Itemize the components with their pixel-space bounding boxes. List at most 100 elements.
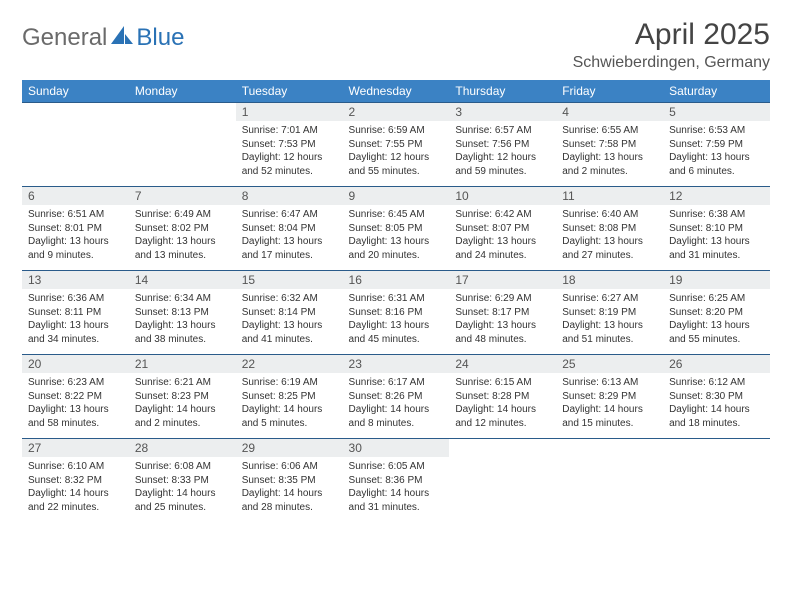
calendar-body: 1Sunrise: 7:01 AMSunset: 7:53 PMDaylight… [22, 102, 770, 522]
calendar-cell: 29Sunrise: 6:06 AMSunset: 8:35 PMDayligh… [236, 438, 343, 522]
day-number: 10 [449, 186, 556, 205]
calendar-cell: 2Sunrise: 6:59 AMSunset: 7:55 PMDaylight… [343, 102, 450, 186]
day-number: 23 [343, 354, 450, 373]
calendar-cell: 4Sunrise: 6:55 AMSunset: 7:58 PMDaylight… [556, 102, 663, 186]
day-content: Sunrise: 6:23 AMSunset: 8:22 PMDaylight:… [22, 373, 129, 438]
calendar-cell: 15Sunrise: 6:32 AMSunset: 8:14 PMDayligh… [236, 270, 343, 354]
day-number: 29 [236, 438, 343, 457]
weekday-header: Wednesday [343, 80, 450, 102]
weekday-header: Tuesday [236, 80, 343, 102]
day-content [22, 121, 129, 179]
calendar-cell: 28Sunrise: 6:08 AMSunset: 8:33 PMDayligh… [129, 438, 236, 522]
calendar-cell: 16Sunrise: 6:31 AMSunset: 8:16 PMDayligh… [343, 270, 450, 354]
day-number: 30 [343, 438, 450, 457]
day-number: 8 [236, 186, 343, 205]
day-number: 20 [22, 354, 129, 373]
day-content: Sunrise: 6:05 AMSunset: 8:36 PMDaylight:… [343, 457, 450, 522]
day-content: Sunrise: 6:55 AMSunset: 7:58 PMDaylight:… [556, 121, 663, 186]
calendar-cell: 27Sunrise: 6:10 AMSunset: 8:32 PMDayligh… [22, 438, 129, 522]
calendar-cell-empty [663, 438, 770, 522]
calendar-row: 27Sunrise: 6:10 AMSunset: 8:32 PMDayligh… [22, 438, 770, 522]
calendar-cell: 10Sunrise: 6:42 AMSunset: 8:07 PMDayligh… [449, 186, 556, 270]
day-content [129, 121, 236, 179]
day-content: Sunrise: 6:51 AMSunset: 8:01 PMDaylight:… [22, 205, 129, 270]
calendar-header-row: SundayMondayTuesdayWednesdayThursdayFrid… [22, 80, 770, 102]
calendar-row: 20Sunrise: 6:23 AMSunset: 8:22 PMDayligh… [22, 354, 770, 438]
day-content: Sunrise: 6:40 AMSunset: 8:08 PMDaylight:… [556, 205, 663, 270]
calendar-cell: 3Sunrise: 6:57 AMSunset: 7:56 PMDaylight… [449, 102, 556, 186]
header: General Blue April 2025 Schwieberdingen,… [22, 18, 770, 72]
calendar-cell: 13Sunrise: 6:36 AMSunset: 8:11 PMDayligh… [22, 270, 129, 354]
calendar-cell: 25Sunrise: 6:13 AMSunset: 8:29 PMDayligh… [556, 354, 663, 438]
day-number [129, 102, 236, 121]
day-content: Sunrise: 6:10 AMSunset: 8:32 PMDaylight:… [22, 457, 129, 522]
day-content: Sunrise: 6:47 AMSunset: 8:04 PMDaylight:… [236, 205, 343, 270]
day-content: Sunrise: 6:31 AMSunset: 8:16 PMDaylight:… [343, 289, 450, 354]
month-title: April 2025 [573, 18, 770, 52]
day-content: Sunrise: 6:42 AMSunset: 8:07 PMDaylight:… [449, 205, 556, 270]
calendar-cell: 24Sunrise: 6:15 AMSunset: 8:28 PMDayligh… [449, 354, 556, 438]
day-content: Sunrise: 6:25 AMSunset: 8:20 PMDaylight:… [663, 289, 770, 354]
logo: General Blue [22, 24, 184, 52]
day-number [556, 438, 663, 457]
day-number: 17 [449, 270, 556, 289]
day-content [556, 457, 663, 515]
day-content: Sunrise: 6:17 AMSunset: 8:26 PMDaylight:… [343, 373, 450, 438]
calendar-cell-empty [556, 438, 663, 522]
day-number: 24 [449, 354, 556, 373]
day-number: 13 [22, 270, 129, 289]
calendar-cell: 23Sunrise: 6:17 AMSunset: 8:26 PMDayligh… [343, 354, 450, 438]
day-number: 2 [343, 102, 450, 121]
logo-text-general: General [22, 24, 107, 52]
day-number: 21 [129, 354, 236, 373]
day-number: 16 [343, 270, 450, 289]
day-number [663, 438, 770, 457]
day-number: 22 [236, 354, 343, 373]
location-label: Schwieberdingen, Germany [573, 54, 770, 72]
day-content: Sunrise: 6:49 AMSunset: 8:02 PMDaylight:… [129, 205, 236, 270]
day-number: 28 [129, 438, 236, 457]
day-content: Sunrise: 6:38 AMSunset: 8:10 PMDaylight:… [663, 205, 770, 270]
day-number: 18 [556, 270, 663, 289]
title-block: April 2025 Schwieberdingen, Germany [573, 18, 770, 72]
calendar-cell-empty [129, 102, 236, 186]
day-number: 1 [236, 102, 343, 121]
calendar-row: 13Sunrise: 6:36 AMSunset: 8:11 PMDayligh… [22, 270, 770, 354]
day-content: Sunrise: 6:08 AMSunset: 8:33 PMDaylight:… [129, 457, 236, 522]
day-number: 9 [343, 186, 450, 205]
calendar-cell: 12Sunrise: 6:38 AMSunset: 8:10 PMDayligh… [663, 186, 770, 270]
day-content: Sunrise: 6:53 AMSunset: 7:59 PMDaylight:… [663, 121, 770, 186]
calendar-cell: 11Sunrise: 6:40 AMSunset: 8:08 PMDayligh… [556, 186, 663, 270]
day-content: Sunrise: 6:57 AMSunset: 7:56 PMDaylight:… [449, 121, 556, 186]
day-content: Sunrise: 6:36 AMSunset: 8:11 PMDaylight:… [22, 289, 129, 354]
day-content: Sunrise: 6:32 AMSunset: 8:14 PMDaylight:… [236, 289, 343, 354]
day-content: Sunrise: 6:21 AMSunset: 8:23 PMDaylight:… [129, 373, 236, 438]
calendar-cell: 5Sunrise: 6:53 AMSunset: 7:59 PMDaylight… [663, 102, 770, 186]
day-content: Sunrise: 7:01 AMSunset: 7:53 PMDaylight:… [236, 121, 343, 186]
weekday-header: Monday [129, 80, 236, 102]
calendar-cell: 18Sunrise: 6:27 AMSunset: 8:19 PMDayligh… [556, 270, 663, 354]
calendar-cell: 8Sunrise: 6:47 AMSunset: 8:04 PMDaylight… [236, 186, 343, 270]
day-number [449, 438, 556, 457]
calendar-cell: 14Sunrise: 6:34 AMSunset: 8:13 PMDayligh… [129, 270, 236, 354]
day-content [663, 457, 770, 515]
day-content: Sunrise: 6:34 AMSunset: 8:13 PMDaylight:… [129, 289, 236, 354]
day-number: 14 [129, 270, 236, 289]
calendar-cell: 7Sunrise: 6:49 AMSunset: 8:02 PMDaylight… [129, 186, 236, 270]
day-number: 11 [556, 186, 663, 205]
logo-sail-icon [111, 26, 133, 51]
logo-text-blue: Blue [136, 24, 184, 52]
day-number [22, 102, 129, 121]
day-number: 27 [22, 438, 129, 457]
day-content: Sunrise: 6:45 AMSunset: 8:05 PMDaylight:… [343, 205, 450, 270]
calendar-cell: 26Sunrise: 6:12 AMSunset: 8:30 PMDayligh… [663, 354, 770, 438]
day-number: 12 [663, 186, 770, 205]
day-content: Sunrise: 6:29 AMSunset: 8:17 PMDaylight:… [449, 289, 556, 354]
calendar-cell: 22Sunrise: 6:19 AMSunset: 8:25 PMDayligh… [236, 354, 343, 438]
calendar-cell: 19Sunrise: 6:25 AMSunset: 8:20 PMDayligh… [663, 270, 770, 354]
calendar-row: 6Sunrise: 6:51 AMSunset: 8:01 PMDaylight… [22, 186, 770, 270]
day-number: 19 [663, 270, 770, 289]
day-number: 3 [449, 102, 556, 121]
day-content: Sunrise: 6:06 AMSunset: 8:35 PMDaylight:… [236, 457, 343, 522]
day-number: 6 [22, 186, 129, 205]
